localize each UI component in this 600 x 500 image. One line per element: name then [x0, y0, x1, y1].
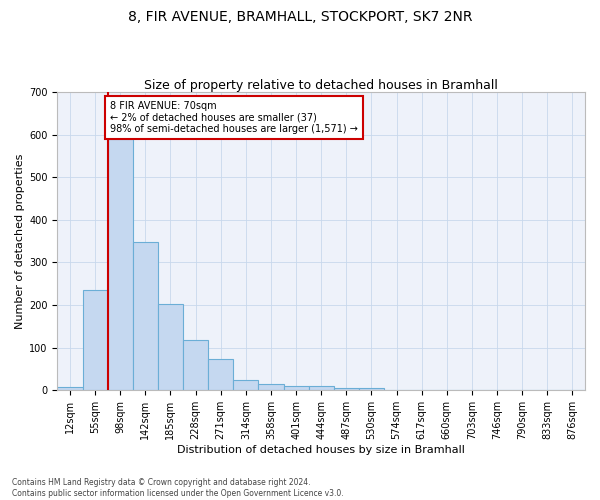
- Bar: [83, 290, 107, 390]
- Text: 8 FIR AVENUE: 70sqm
← 2% of detached houses are smaller (37)
98% of semi-detache: 8 FIR AVENUE: 70sqm ← 2% of detached hou…: [110, 100, 358, 134]
- Bar: [308, 386, 334, 390]
- Y-axis label: Number of detached properties: Number of detached properties: [15, 154, 25, 329]
- Bar: [133, 242, 158, 390]
- Bar: [259, 384, 284, 390]
- X-axis label: Distribution of detached houses by size in Bramhall: Distribution of detached houses by size …: [177, 445, 465, 455]
- Text: 8, FIR AVENUE, BRAMHALL, STOCKPORT, SK7 2NR: 8, FIR AVENUE, BRAMHALL, STOCKPORT, SK7 …: [128, 10, 472, 24]
- Bar: [107, 139, 133, 390]
- Bar: [334, 388, 359, 390]
- Bar: [284, 386, 308, 390]
- Bar: [158, 304, 183, 390]
- Text: Contains HM Land Registry data © Crown copyright and database right 2024.
Contai: Contains HM Land Registry data © Crown c…: [12, 478, 344, 498]
- Bar: [208, 359, 233, 390]
- Bar: [58, 387, 83, 390]
- Bar: [183, 340, 208, 390]
- Bar: [233, 380, 259, 390]
- Title: Size of property relative to detached houses in Bramhall: Size of property relative to detached ho…: [144, 79, 498, 92]
- Bar: [359, 388, 384, 390]
